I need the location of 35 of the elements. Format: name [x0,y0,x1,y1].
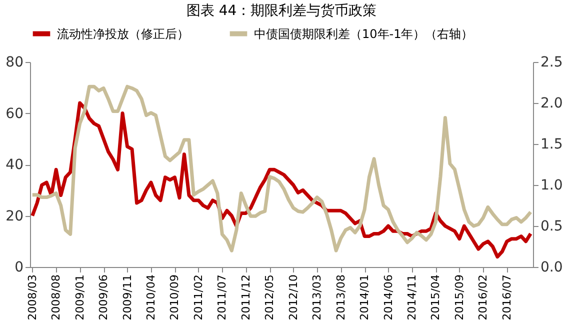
x-tick-label: 2013/08 [334,274,348,320]
x-tick-label: 2009/11 [120,274,134,320]
y2-tick-label: 1.0 [540,178,563,194]
chart-title: 图表 44：期限利差与货币政策 [186,3,377,19]
x-tick-label: 2015/04 [429,274,442,320]
y-tick-label: 20 [6,208,24,224]
y-tick-label: 40 [6,157,24,173]
x-tick-label: 2011/02 [192,274,205,320]
x-tick-label: 2008/03 [26,274,39,320]
y2-tick-label: 0.5 [540,218,563,234]
legend-label: 中债国债期限利差（10年-1年）（右轴） [254,26,474,41]
x-tick-label: 2012/10 [286,274,300,320]
x-tick-label: 2012/05 [263,274,276,320]
x-tick-label: 2011/07 [216,274,229,320]
y-tick-label: 80 [6,54,24,70]
x-tick-label: 2016/07 [500,274,514,320]
x-tick-label: 2008/08 [50,274,63,320]
x-tick-label: 2014/06 [382,274,395,320]
x-tick-label: 2010/04 [144,274,158,320]
y2-tick-label: 2.5 [540,54,563,70]
x-tick-label: 2016/02 [476,274,490,320]
y-tick-label: 60 [6,106,24,122]
y2-tick-label: 2.0 [540,96,563,112]
x-tick-label: 2009/01 [73,274,86,320]
legend-label: 流动性净投放（修正后） [57,26,189,41]
x-tick-label: 2009/06 [97,274,110,320]
x-tick-label: 2013/03 [310,274,324,320]
y-tick-label: 0 [14,260,24,276]
y2-tick-label: 0.0 [540,260,563,276]
x-tick-label: 2011/12 [239,274,252,320]
x-tick-label: 2014/11 [405,274,418,320]
y2-tick-label: 1.5 [540,136,563,152]
x-tick-label: 2015/09 [452,274,466,320]
x-tick-label: 2014/01 [358,274,372,320]
x-tick-label: 2010/09 [168,274,182,320]
